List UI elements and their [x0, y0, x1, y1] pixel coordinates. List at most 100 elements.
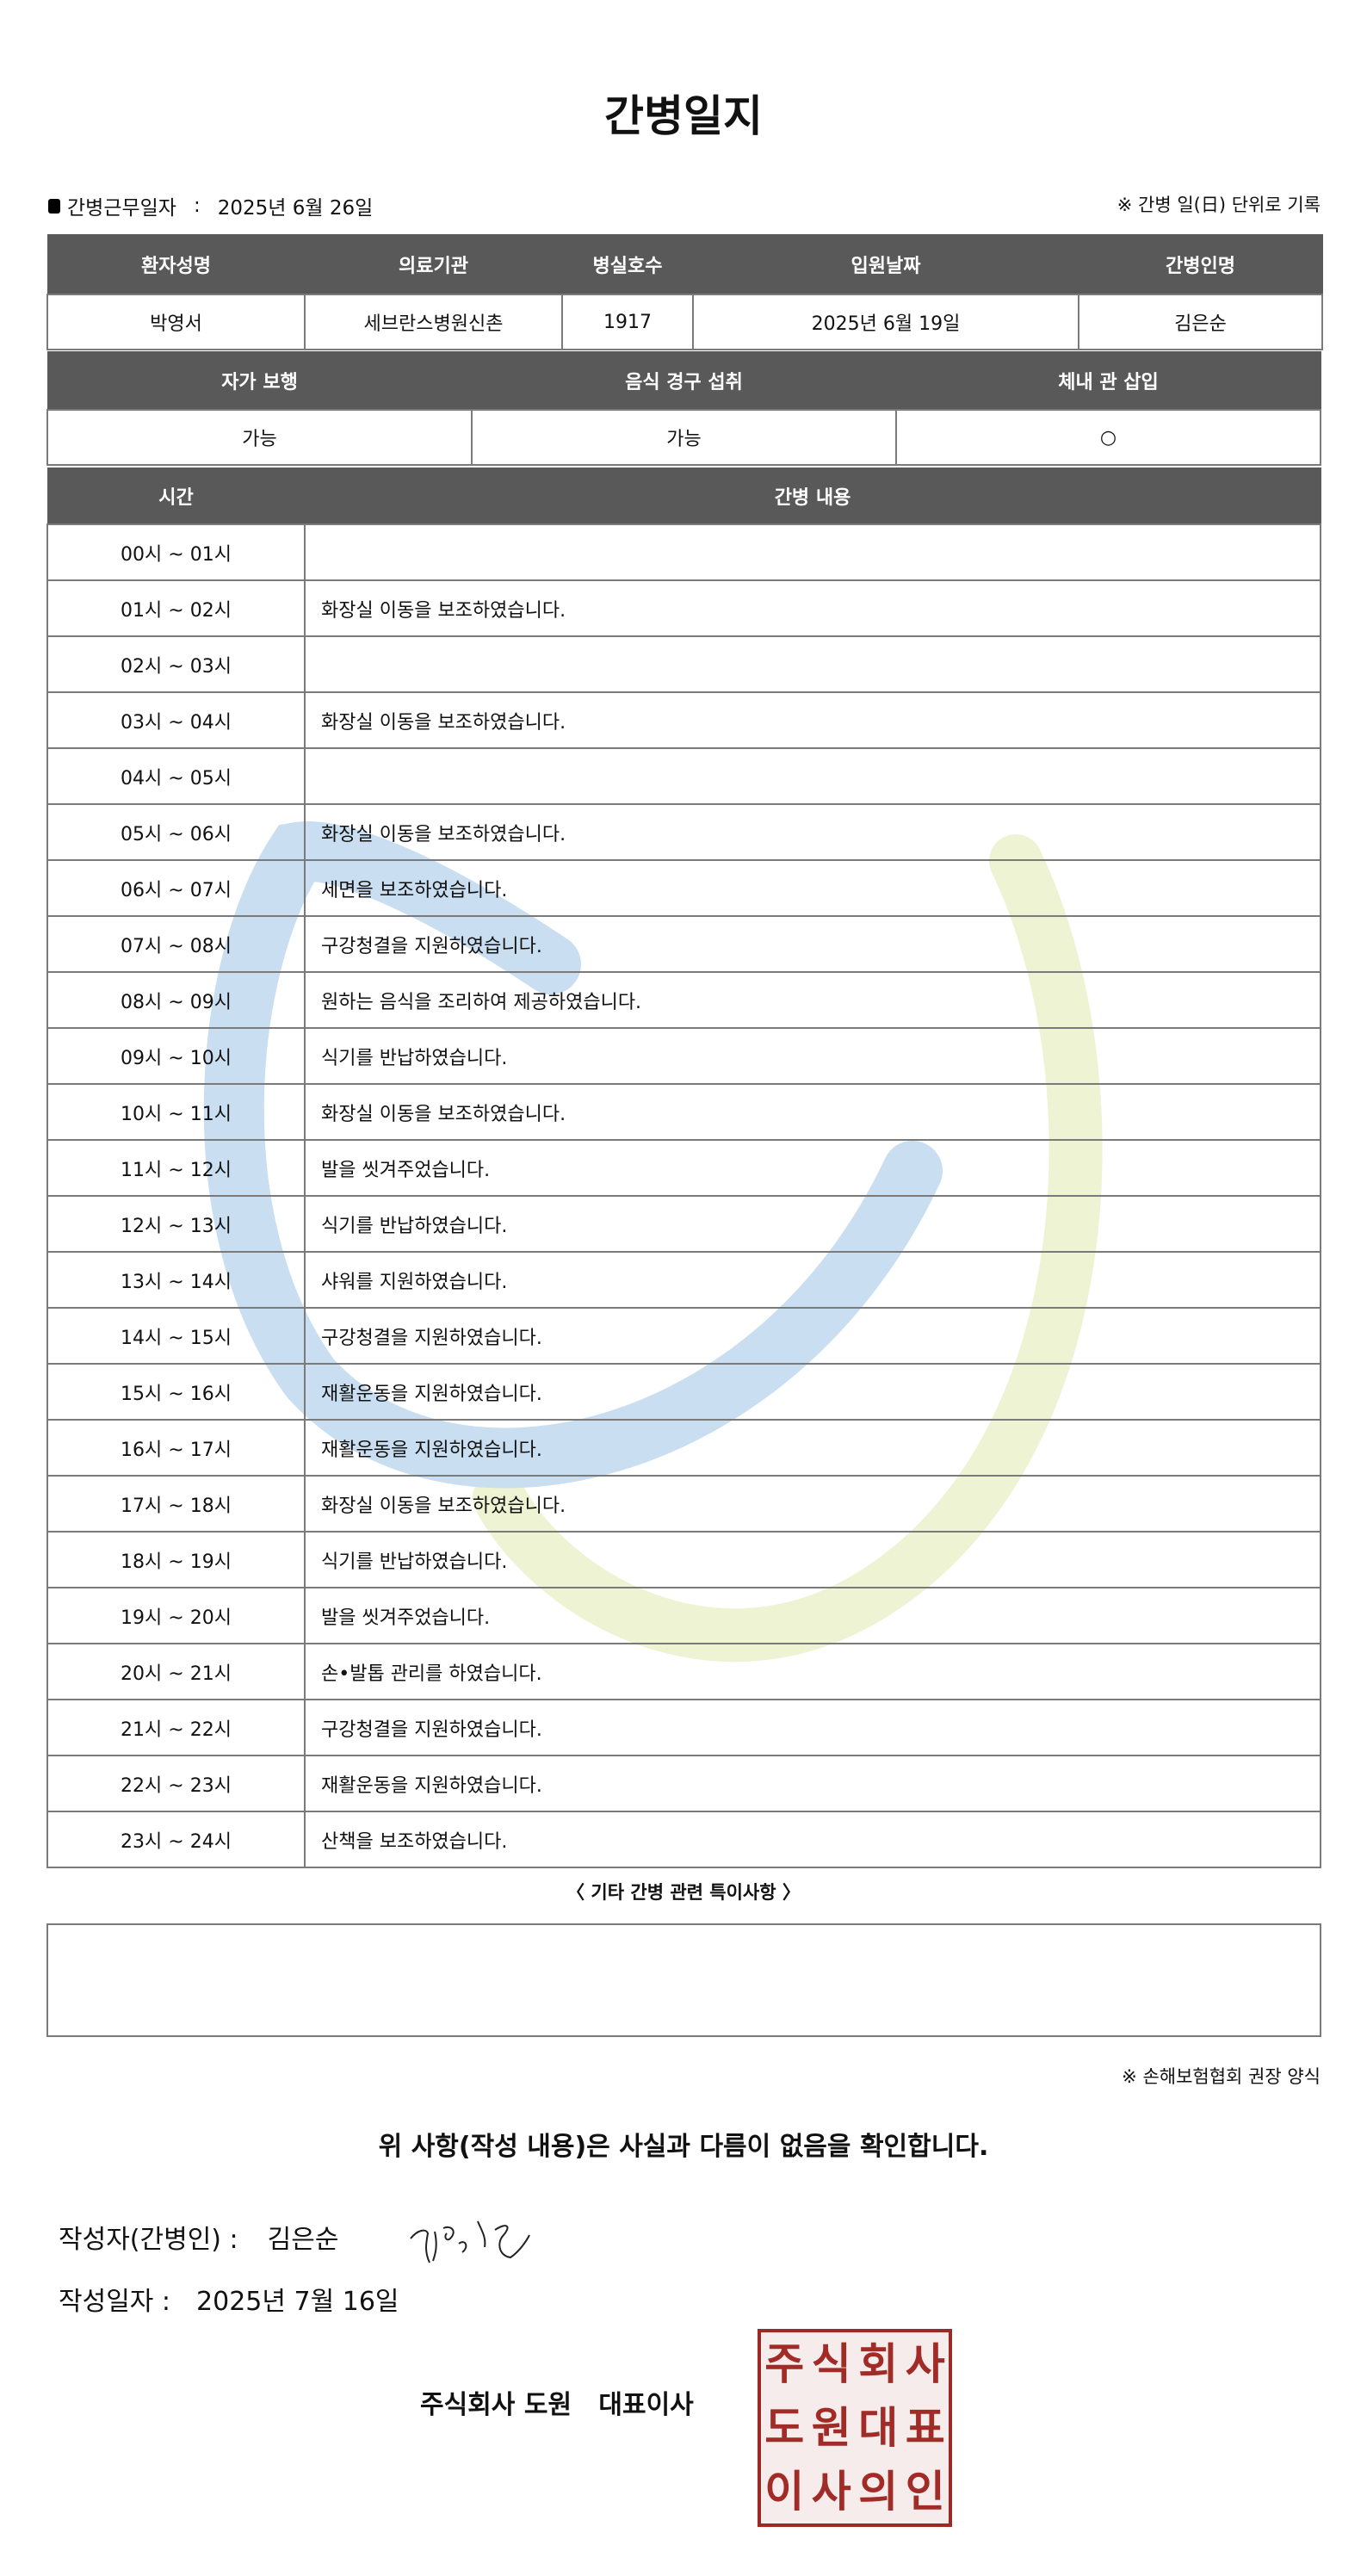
seal-character: 도 [764, 2403, 805, 2453]
seal-character: 사 [811, 2467, 851, 2517]
company-representative: 주식회사 도원 대표이사 [420, 2390, 694, 2420]
care-content: 재활운동을 지원하였습니다. [304, 1755, 1321, 1812]
care-content: 식기를 반납하였습니다. [304, 1195, 1321, 1253]
care-content: 화장실 이동을 보조하였습니다. [304, 803, 1321, 861]
room-number: 1917 [561, 294, 694, 350]
time-slot: 20시 ~ 21시 [46, 1643, 306, 1700]
seal-character: 사 [905, 2339, 945, 2389]
handwritten-signature [410, 2220, 530, 2263]
written-date: 작성일자 : 2025년 7월 16일 [59, 2280, 399, 2318]
oral-intake: 가능 [471, 409, 897, 466]
work-date-separator: : [193, 195, 201, 217]
care-table-row: 17시 ~ 18시 화장실 이동을 보조하였습니다. [46, 1475, 1321, 1533]
time-slot: 05시 ~ 06시 [46, 803, 306, 861]
writer-name: 김은순 [267, 2225, 339, 2255]
seal-character: 회 [858, 2339, 899, 2389]
care-content: 재활운동을 지원하였습니다. [304, 1419, 1321, 1477]
status-table-header: 자가 보행 음식 경구 섭취 체내 관 삽입 [46, 351, 1321, 411]
care-table-row: 22시 ~ 23시 재활운동을 지원하였습니다. [46, 1755, 1321, 1812]
header-admission-date: 입원날짜 [692, 234, 1079, 295]
care-table-header: 시간 간병 내용 [46, 468, 1321, 525]
care-content: 화장실 이동을 보조하였습니다. [304, 691, 1321, 749]
written-date-value: 2025년 7월 16일 [196, 2287, 399, 2317]
care-table-row: 03시 ~ 04시 화장실 이동을 보조하였습니다. [46, 691, 1321, 749]
care-content: 화장실 이동을 보조하였습니다. [304, 579, 1321, 637]
header-room: 병실호수 [561, 234, 694, 295]
time-slot: 07시 ~ 08시 [46, 915, 306, 973]
care-table: 시간 간병 내용 00시 ~ 01시 01시 ~ 02시 화장실 이동을 보조하였습… [46, 468, 1321, 1868]
care-content: 세면을 보조하였습니다. [304, 859, 1321, 917]
header-caregiver-name: 간병인명 [1078, 234, 1323, 295]
care-table-row: 13시 ~ 14시 샤워를 지원하였습니다. [46, 1251, 1321, 1309]
care-table-row: 14시 ~ 15시 구강청결을 지원하였습니다. [46, 1307, 1321, 1365]
care-table-row: 18시 ~ 19시 식기를 반납하였습니다. [46, 1531, 1321, 1588]
work-date-value: 2025년 6월 26일 [217, 197, 374, 220]
tube-insertion: ○ [895, 409, 1321, 466]
footnote: ※ 손해보험협회 권장 양식 [1122, 2066, 1321, 2087]
care-table-row: 23시 ~ 24시 산책을 보조하였습니다. [46, 1811, 1321, 1868]
time-slot: 14시 ~ 15시 [46, 1307, 306, 1365]
written-date-label: 작성일자 : [59, 2287, 171, 2317]
work-date-label: 간병근무일자 [67, 197, 176, 220]
care-content: 발을 씻겨주었습니다. [304, 1587, 1321, 1644]
page-title: 간병일지 [604, 91, 763, 141]
header-hospital: 의료기관 [304, 234, 563, 295]
bullet-square-icon [48, 198, 60, 214]
header-self-walking: 자가 보행 [46, 351, 473, 411]
work-date: 간병근무일자 : 2025년 6월 26일 [48, 191, 373, 220]
care-content: 구강청결을 지원하였습니다. [304, 915, 1321, 973]
time-slot: 00시 ~ 01시 [46, 523, 306, 581]
header-time: 시간 [46, 468, 306, 525]
care-content: 식기를 반납하였습니다. [304, 1531, 1321, 1588]
care-table-row: 15시 ~ 16시 재활운동을 지원하였습니다. [46, 1363, 1321, 1421]
time-slot: 04시 ~ 05시 [46, 747, 306, 805]
care-content: 구강청결을 지원하였습니다. [304, 1699, 1321, 1756]
time-slot: 12시 ~ 13시 [46, 1195, 306, 1253]
time-slot: 01시 ~ 02시 [46, 579, 306, 637]
time-slot: 13시 ~ 14시 [46, 1251, 306, 1309]
care-table-row: 02시 ~ 03시 [46, 635, 1321, 693]
self-walking: 가능 [46, 409, 473, 466]
care-content: 발을 씻겨주었습니다. [304, 1139, 1321, 1197]
seal-character: 의 [858, 2467, 899, 2517]
notes-box [46, 1923, 1321, 2037]
care-table-row: 01시 ~ 02시 화장실 이동을 보조하였습니다. [46, 579, 1321, 637]
care-table-row: 04시 ~ 05시 [46, 747, 1321, 805]
time-slot: 23시 ~ 24시 [46, 1811, 306, 1868]
seal-character: 표 [905, 2403, 945, 2453]
status-table-row: 가능 가능 ○ [46, 409, 1321, 466]
care-content [304, 523, 1321, 581]
care-table-row: 16시 ~ 17시 재활운동을 지원하였습니다. [46, 1419, 1321, 1477]
time-slot: 22시 ~ 23시 [46, 1755, 306, 1812]
time-slot: 18시 ~ 19시 [46, 1531, 306, 1588]
seal-character: 원 [811, 2403, 851, 2453]
seal-character: 이 [764, 2467, 805, 2517]
time-slot: 03시 ~ 04시 [46, 691, 306, 749]
time-slot: 06시 ~ 07시 [46, 859, 306, 917]
patient-table-row: 박영서 세브란스병원신촌 1917 2025년 6월 19일 김은순 [46, 294, 1323, 350]
writer-label: 작성자(간병인) : [59, 2225, 238, 2255]
care-table-row: 08시 ~ 09시 원하는 음식을 조리하여 제공하였습니다. [46, 971, 1321, 1029]
care-table-row: 21시 ~ 22시 구강청결을 지원하였습니다. [46, 1699, 1321, 1756]
caregiver-name: 김은순 [1078, 294, 1323, 350]
writer: 작성자(간병인) : 김은순 [59, 2218, 338, 2256]
time-slot: 16시 ~ 17시 [46, 1419, 306, 1477]
care-table-row: 07시 ~ 08시 구강청결을 지원하였습니다. [46, 915, 1321, 973]
care-content: 화장실 이동을 보조하였습니다. [304, 1475, 1321, 1533]
care-table-row: 11시 ~ 12시 발을 씻겨주었습니다. [46, 1139, 1321, 1197]
header-oral-intake: 음식 경구 섭취 [471, 351, 897, 411]
care-content: 재활운동을 지원하였습니다. [304, 1363, 1321, 1421]
admission-date: 2025년 6월 19일 [692, 294, 1079, 350]
seal-character: 주 [764, 2339, 805, 2389]
care-table-row: 09시 ~ 10시 식기를 반납하였습니다. [46, 1027, 1321, 1085]
seal-character: 식 [811, 2339, 851, 2389]
care-content: 샤워를 지원하였습니다. [304, 1251, 1321, 1309]
time-slot: 21시 ~ 22시 [46, 1699, 306, 1756]
care-content: 손•발톱 관리를 하였습니다. [304, 1643, 1321, 1700]
time-slot: 10시 ~ 11시 [46, 1083, 306, 1141]
seal-character: 인 [905, 2467, 945, 2517]
care-table-row: 10시 ~ 11시 화장실 이동을 보조하였습니다. [46, 1083, 1321, 1141]
patient-table-header: 환자성명 의료기관 병실호수 입원날짜 간병인명 [46, 234, 1323, 295]
time-slot: 08시 ~ 09시 [46, 971, 306, 1029]
